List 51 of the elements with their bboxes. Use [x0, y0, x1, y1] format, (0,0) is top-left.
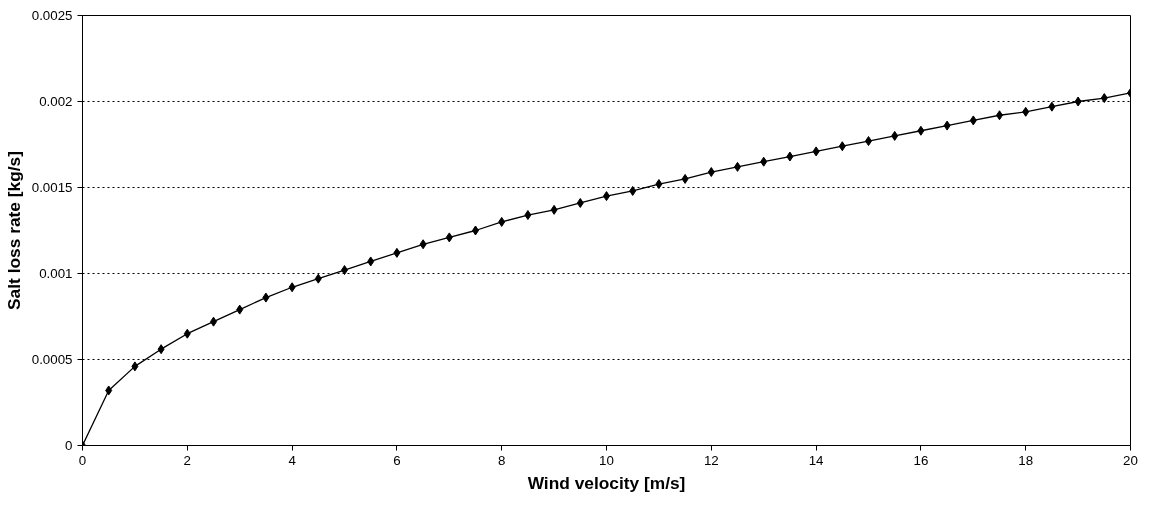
y-tick-label: 0.0005: [31, 352, 73, 367]
x-tick-label: 14: [808, 452, 825, 468]
point: [786, 151, 794, 162]
point: [681, 173, 689, 184]
x-tick-label: 18: [1018, 452, 1034, 468]
y-tick-label: 0.001: [39, 266, 73, 281]
point: [105, 385, 113, 396]
y-tick-label: 0.0025: [31, 8, 73, 23]
point: [760, 156, 768, 167]
point: [131, 361, 139, 372]
point: [707, 167, 715, 178]
point: [1048, 101, 1056, 112]
point: [236, 304, 244, 315]
x-tick-label: 4: [288, 452, 297, 468]
point: [969, 115, 977, 126]
point: [524, 210, 532, 221]
point: [576, 197, 584, 208]
x-tick-label: 16: [913, 452, 929, 468]
point: [288, 282, 296, 293]
point: [445, 232, 453, 243]
point: [393, 247, 401, 258]
x-tick-label: 10: [599, 452, 614, 468]
point: [419, 239, 427, 250]
y-axis-title: Salt loss rate [kg/s]: [3, 151, 24, 310]
point: [629, 185, 637, 196]
x-tick-label: 6: [393, 452, 401, 468]
point: [314, 273, 322, 284]
x-tick-label: 20: [1123, 452, 1138, 468]
point: [1022, 106, 1030, 117]
x-tick-label: 0: [78, 452, 87, 468]
point: [183, 328, 191, 339]
point: [498, 216, 506, 227]
point: [262, 292, 270, 303]
point: [917, 125, 925, 136]
y-tick-label: 0.0015: [31, 180, 73, 195]
point: [655, 179, 663, 190]
y-tick-label: 0.002: [39, 94, 73, 109]
point: [891, 130, 899, 141]
point: [838, 141, 846, 152]
point: [1100, 93, 1108, 104]
x-tick-label: 2: [183, 452, 192, 468]
x-tick-label: 12: [703, 452, 719, 468]
point: [943, 120, 951, 131]
point: [812, 146, 820, 157]
y-tick-label: 0: [65, 438, 73, 453]
point: [367, 256, 375, 267]
point: [550, 204, 558, 215]
x-tick-label: 8: [497, 452, 506, 468]
point: [157, 344, 165, 355]
point: [1074, 96, 1082, 107]
x-axis-title: Wind velocity [m/s]: [527, 472, 686, 493]
